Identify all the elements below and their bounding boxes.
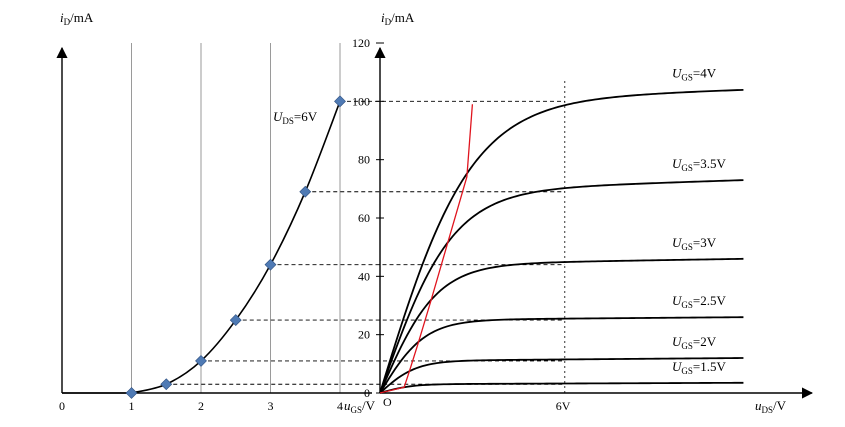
y-tick-label: 60 xyxy=(358,211,370,225)
transfer-dashed-guides xyxy=(166,100,565,385)
saturation-boundary-curve xyxy=(379,104,474,394)
y-tick-label: 40 xyxy=(358,269,370,283)
data-point-marker xyxy=(334,95,346,108)
transfer-x-axis-label: uGS/V xyxy=(344,398,376,415)
data-point-marker xyxy=(195,354,207,367)
transfer-x-tick: 0 xyxy=(59,399,65,413)
output-chart: iD/mA 6V O UGS=4VUGS=3.5VUGS=3VUGS=2.5VU… xyxy=(379,10,814,415)
ugs-curve-label: UGS=3V xyxy=(672,235,717,252)
output-y-axis-label: iD/mA xyxy=(381,10,415,27)
output-curves xyxy=(379,88,744,394)
transfer-y-axis-label: iD/mA xyxy=(60,10,94,27)
ugs-curve-label: UGS=4V xyxy=(672,66,717,83)
data-point-marker xyxy=(264,258,277,271)
y-tick-label: 120 xyxy=(352,36,370,50)
output-curve xyxy=(379,257,744,394)
y-tick-label: 80 xyxy=(358,153,370,167)
output-x-axis-label: uDS/V xyxy=(755,398,787,415)
y-tick-label: 100 xyxy=(352,94,370,108)
data-point-marker xyxy=(160,378,173,391)
data-point-marker xyxy=(125,387,138,399)
transfer-chart: iD/mA 0 1 2 3 4 UDS=6V uGS/V xyxy=(56,10,565,415)
data-point-marker xyxy=(299,185,312,198)
transfer-curve-label: UDS=6V xyxy=(273,109,318,126)
transfer-x-tick: 3 xyxy=(268,399,274,413)
shared-axis: 0 20 40 60 80 100 120 xyxy=(352,36,386,400)
ugs-curve-label: UGS=2V xyxy=(672,334,717,351)
transfer-x-tick: 1 xyxy=(129,399,135,413)
shared-y-ticks: 0 20 40 60 80 100 120 xyxy=(352,36,384,400)
transfer-points xyxy=(125,95,346,399)
ugs-curve-label: UGS=3.5V xyxy=(672,156,726,173)
output-curve xyxy=(379,88,744,394)
data-point-marker xyxy=(229,314,242,327)
output-curve xyxy=(379,381,744,394)
transfer-x-tick: 4 xyxy=(337,399,343,413)
y-tick-label: 20 xyxy=(358,328,370,342)
output-curve xyxy=(379,316,744,394)
ugs-curve-label: UGS=2.5V xyxy=(672,293,726,310)
output-origin-label: O xyxy=(383,395,392,409)
output-6v-label: 6V xyxy=(556,399,571,413)
transfer-grid xyxy=(131,43,341,393)
y-tick-label: 0 xyxy=(364,386,370,400)
output-curve xyxy=(379,179,744,394)
transfer-x-ticks: 0 1 2 3 4 xyxy=(59,399,343,413)
transfer-x-tick: 2 xyxy=(198,399,204,413)
output-curve-labels: UGS=4V UGS=3.5V UGS=3V UGS=2.5V UGS=2V UGS=1.… xyxy=(672,66,726,376)
output-curve xyxy=(379,357,744,394)
ugs-curve-label: UGS=1.5V xyxy=(672,359,726,376)
